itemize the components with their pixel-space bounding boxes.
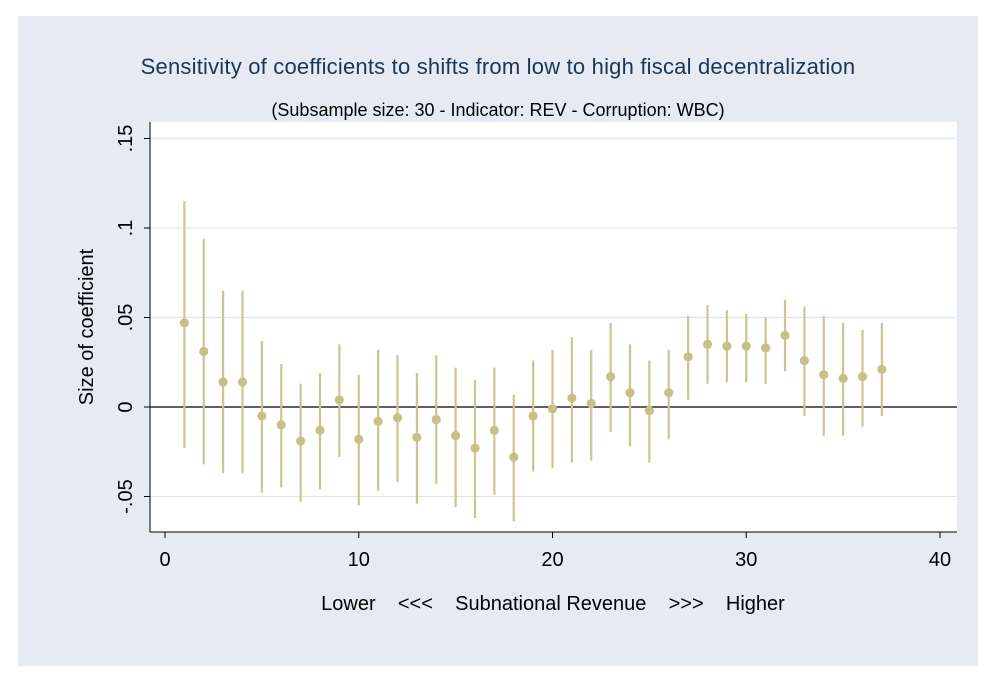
data-point	[877, 364, 887, 375]
y-tick-label: .15	[115, 125, 137, 153]
data-point	[702, 339, 713, 349]
chart-subtitle: (Subsample size: 30 - Indicator: REV - C…	[271, 100, 725, 120]
data-point	[567, 393, 577, 403]
data-point	[276, 420, 286, 430]
chart-title: Sensitivity of coefficients to shifts fr…	[140, 54, 856, 79]
data-point	[392, 413, 403, 423]
data-point	[683, 352, 693, 362]
y-tick-label: .1	[115, 220, 137, 237]
data-point	[199, 346, 209, 357]
x-tick-label: 30	[735, 549, 757, 571]
data-point	[722, 341, 732, 351]
data-point	[412, 432, 422, 443]
x-tick-label: 10	[348, 549, 370, 571]
data-point	[470, 443, 480, 453]
plot-area	[150, 122, 957, 532]
y-axis-label: Size of coefficient	[76, 248, 98, 405]
data-point	[819, 370, 829, 380]
data-point	[857, 371, 868, 382]
data-point	[586, 398, 596, 409]
data-point	[741, 341, 751, 351]
data-point	[547, 404, 558, 414]
data-point	[179, 318, 189, 328]
data-marks	[179, 201, 887, 522]
data-point	[354, 434, 364, 444]
x-tick-label: 20	[541, 549, 563, 571]
data-point	[431, 414, 441, 425]
x-tick-label: 40	[929, 549, 951, 571]
y-tick-label: .05	[115, 304, 137, 332]
data-point	[296, 436, 306, 446]
data-point	[315, 425, 325, 435]
data-point	[761, 343, 771, 353]
y-tick-label: 0	[115, 401, 137, 412]
data-point	[838, 373, 848, 383]
data-point	[799, 355, 809, 366]
data-point	[218, 377, 228, 387]
data-point	[606, 371, 616, 382]
data-point	[528, 411, 538, 421]
data-point	[334, 395, 344, 405]
data-point	[625, 388, 635, 398]
data-point	[237, 377, 248, 387]
data-point	[780, 330, 790, 340]
data-point	[451, 431, 461, 441]
data-point	[664, 388, 674, 398]
grid-lines	[150, 137, 957, 498]
y-tick-label: -.05	[115, 479, 137, 513]
data-point	[489, 425, 499, 435]
data-point	[373, 416, 383, 426]
axes: -.05 0 .05 .1 .15 0 10 20 30 40	[115, 122, 957, 571]
data-point	[509, 452, 519, 462]
data-point	[257, 411, 267, 421]
data-point	[644, 405, 654, 416]
x-axis-label: Lower <<< Subnational Revenue >>> Higher	[321, 593, 785, 615]
x-tick-label: 0	[159, 549, 170, 571]
